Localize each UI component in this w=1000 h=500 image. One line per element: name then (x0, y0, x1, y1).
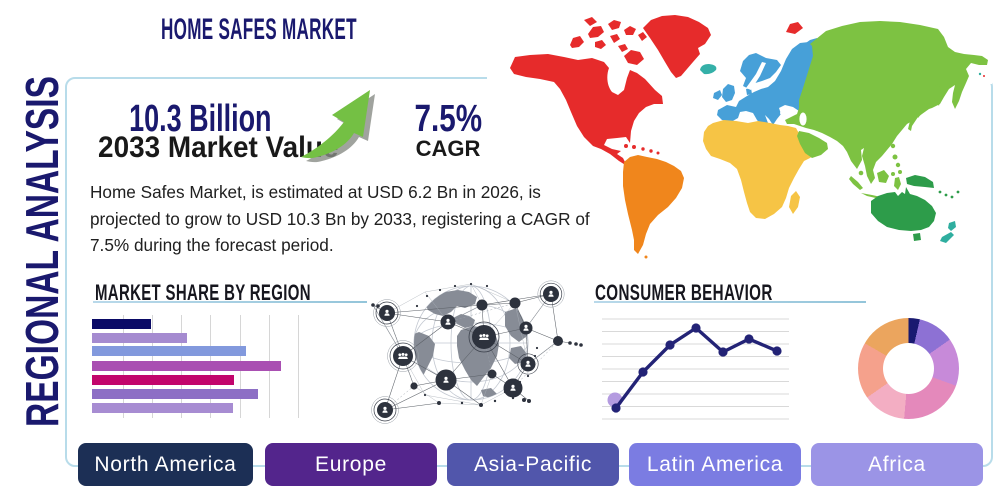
svg-text:REGIONAL ANALYSIS: REGIONAL ANALYSIS (20, 76, 68, 427)
